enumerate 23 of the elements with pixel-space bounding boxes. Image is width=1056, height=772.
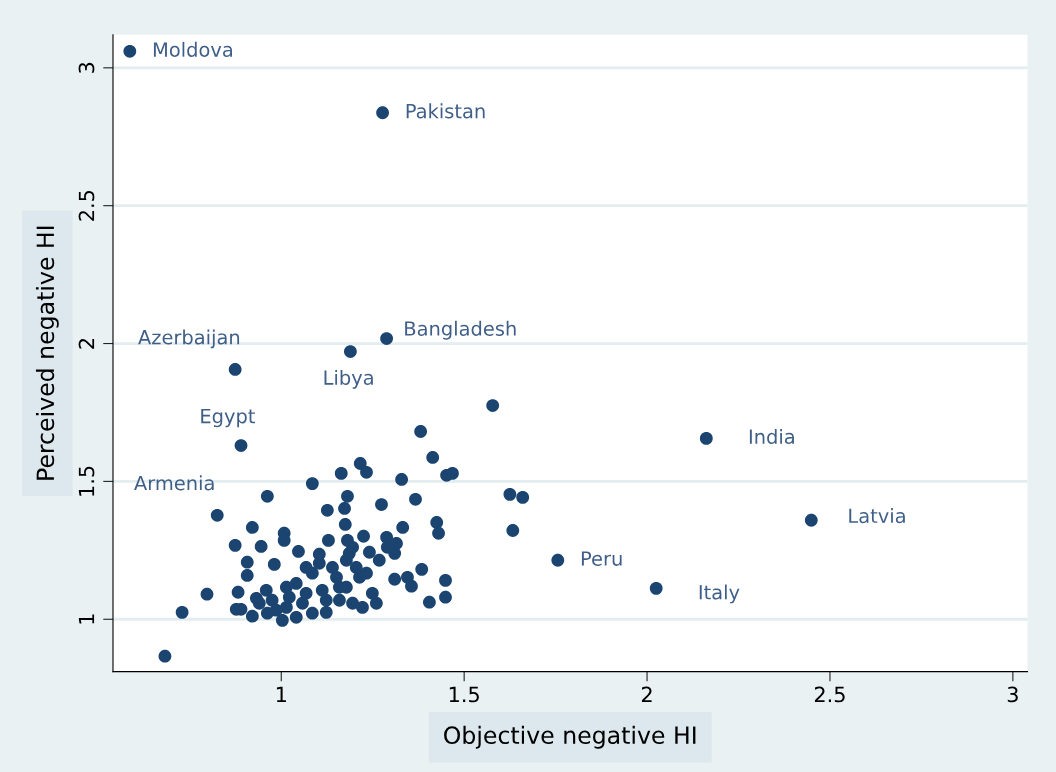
y-tick-label: 3 [78, 62, 95, 73]
x-tick-label: 2 [641, 686, 652, 703]
y-axis-title: Perceived negative HI [35, 226, 59, 480]
annotation: Pakistan [406, 103, 485, 119]
x-tick-label: 1.5 [449, 686, 479, 703]
annotation: Moldova [153, 41, 233, 57]
annotation: Peru [581, 551, 622, 566]
x-tick-label: 2.5 [814, 686, 845, 703]
annotation: Italy [699, 584, 740, 604]
y-tick-label: 1.5 [78, 466, 95, 496]
annotation: Azerbaijan [138, 329, 240, 349]
annotation: Armenia [134, 475, 214, 491]
annotation: Libya [324, 369, 373, 389]
x-tick-label: 3 [1007, 686, 1018, 703]
y-tick-label: 1 [78, 614, 95, 624]
x-tick-label: 1 [276, 686, 286, 703]
annotation: India [749, 428, 794, 445]
x-axis-title: Objective negative HI [444, 725, 696, 749]
y-tick-label: 2.5 [78, 190, 95, 221]
annotation: Latvia [849, 508, 905, 524]
y-tick-label: 2 [78, 339, 95, 349]
annotation: Egypt [201, 408, 255, 428]
annotation: Bangladesh [405, 320, 516, 340]
